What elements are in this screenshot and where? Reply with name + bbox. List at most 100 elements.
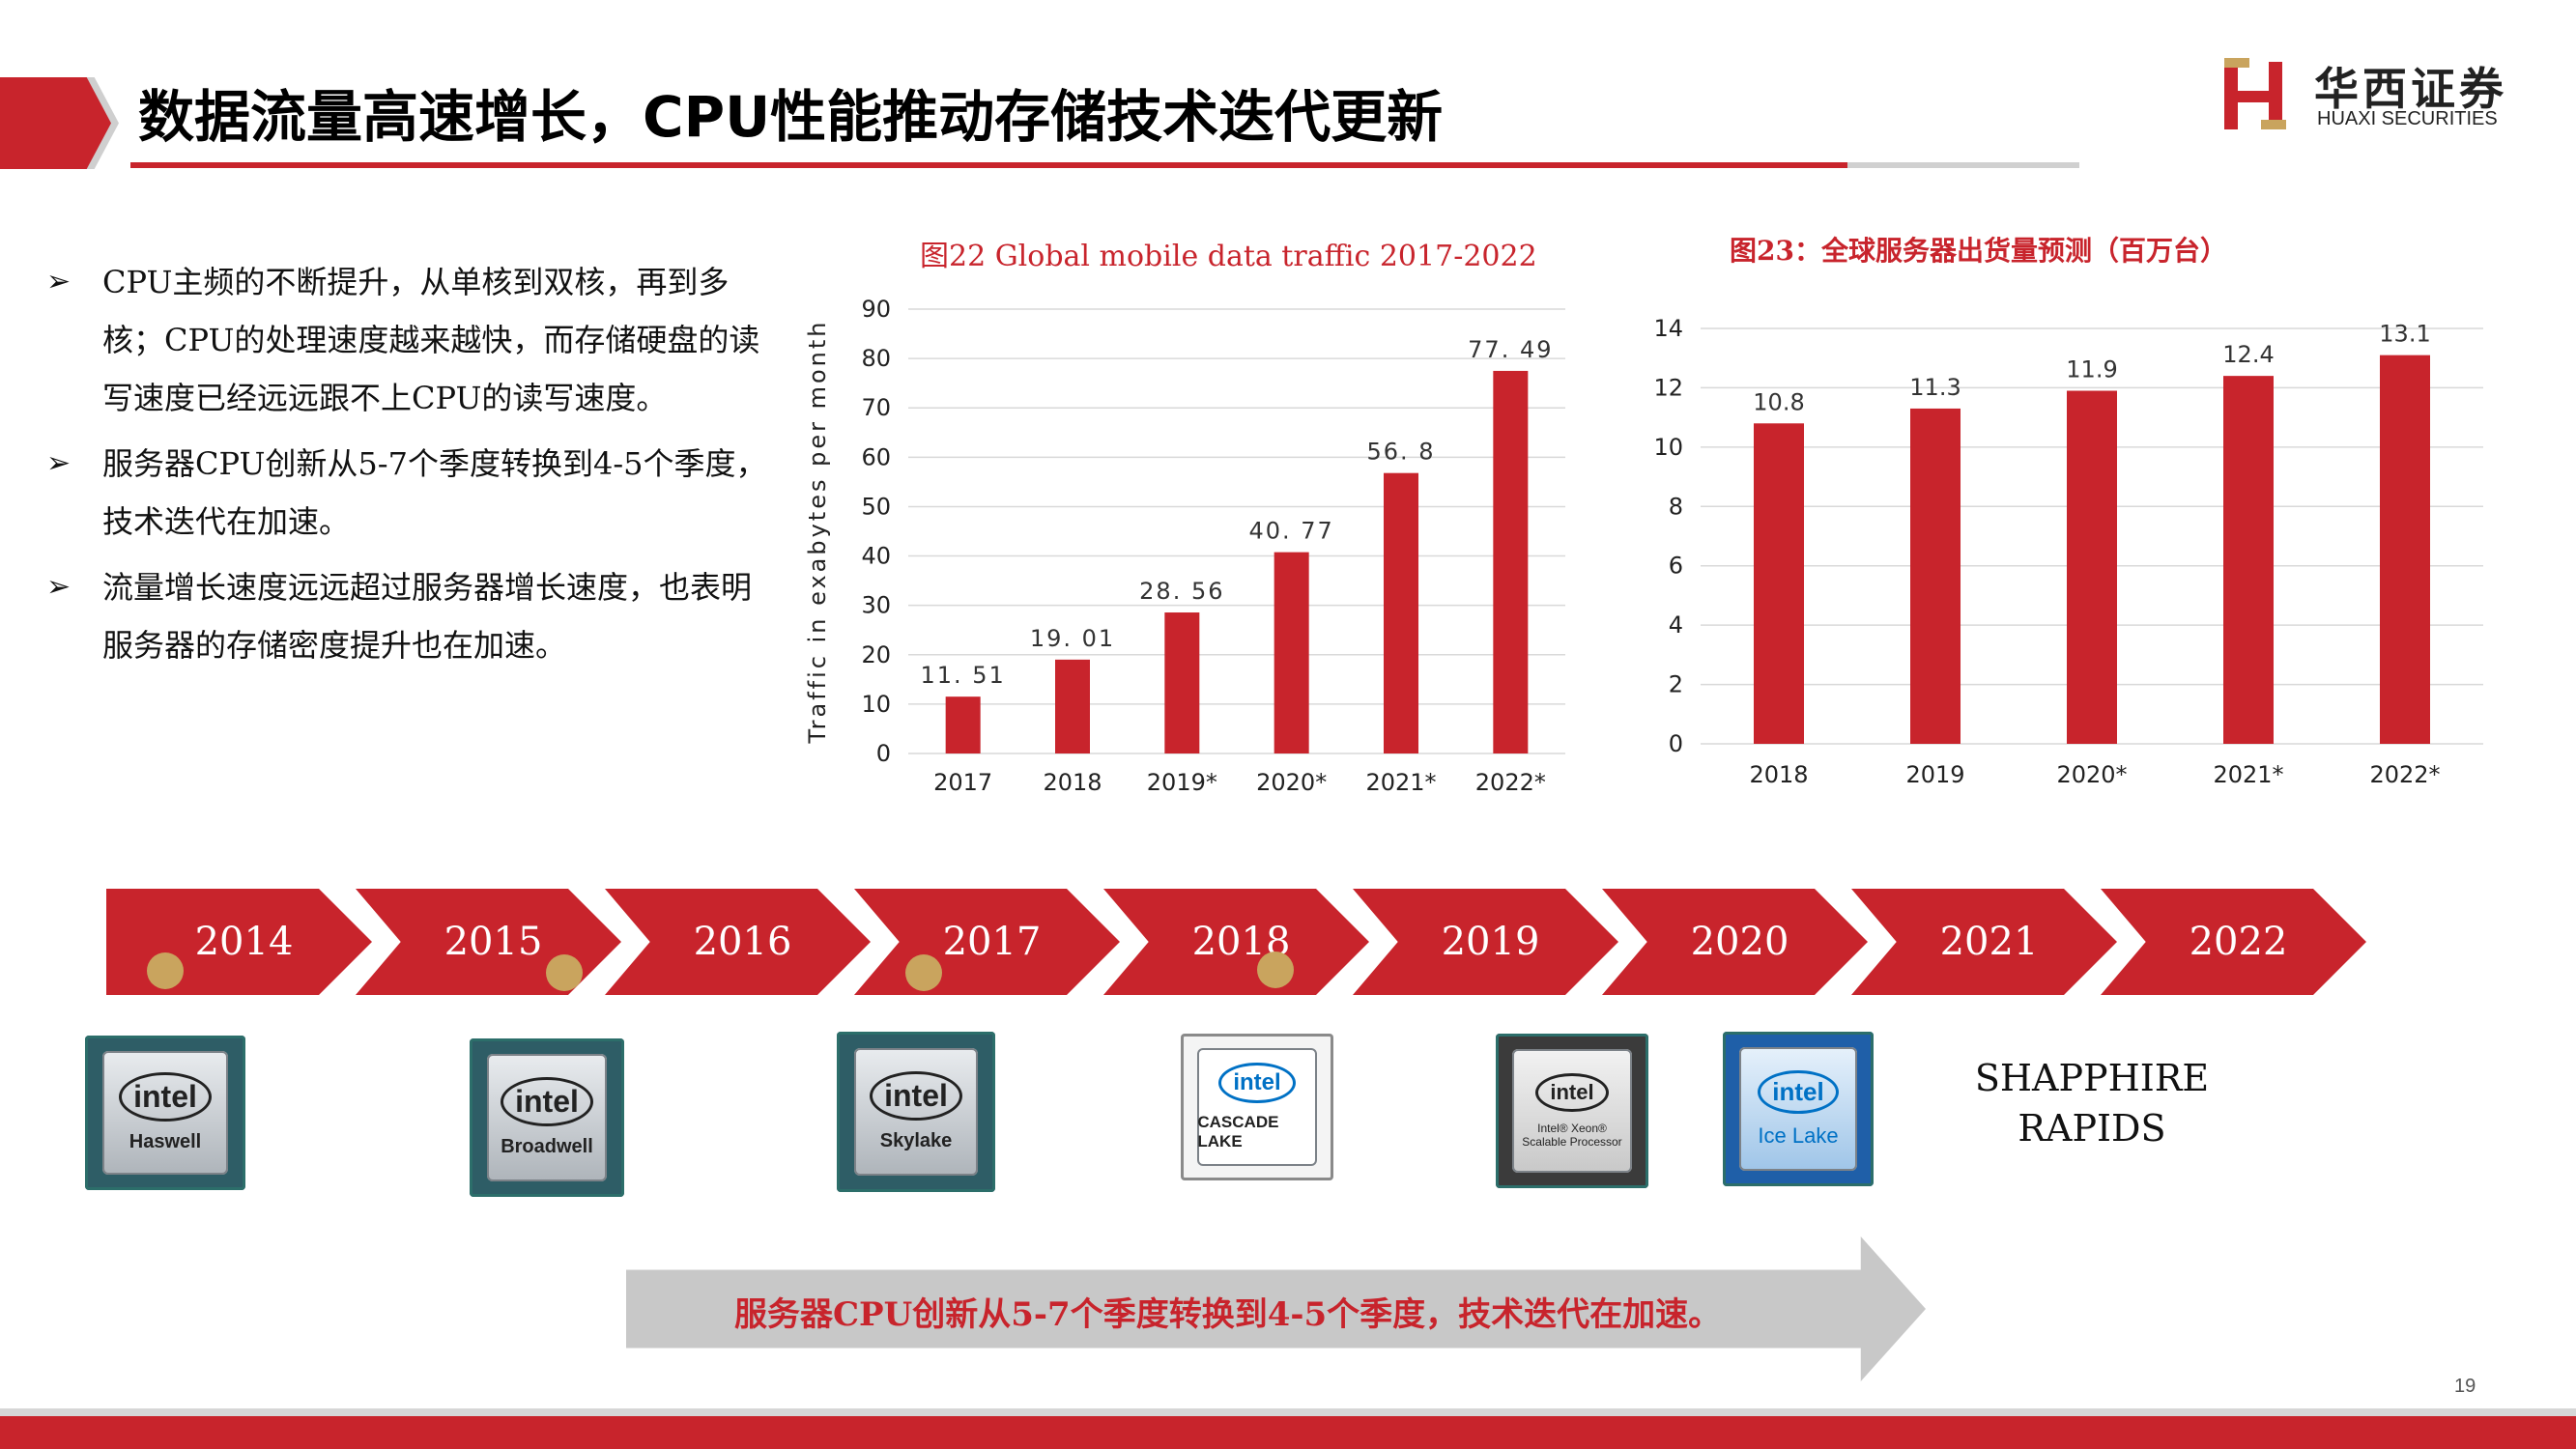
- chart-mobile-traffic: 0 10 20 30 40 50 60 70 80 90 11. 51 2017 19. 01 2018 2…: [804, 296, 1565, 796]
- data-label: 77. 49: [1468, 336, 1553, 363]
- data-label: 11. 51: [920, 662, 1005, 689]
- logo-chinese-name: 华西证券: [2314, 63, 2507, 115]
- bottom-banner-text: 服务器CPU创新从5-7个季度转换到4-5个季度，技术迭代在加速。: [734, 1295, 1722, 1334]
- chip-name: Broadwell: [501, 1136, 593, 1157]
- page-number: 19: [2454, 1376, 2476, 1397]
- x-tick-label: 2018: [1749, 761, 1808, 788]
- bullet-item: ➢ CPU主频的不断提升，从单核到双核，再到多核；CPU的处理速度越来越快，而存…: [46, 253, 781, 427]
- bullet-text: CPU主频的不断提升，从单核到双核，再到多核；CPU的处理速度越来越快，而存储硬…: [102, 264, 760, 416]
- chart-server-title: 图23：全球服务器出货量预测（百万台）: [1730, 235, 2227, 267]
- chip-skylake: intel Skylake: [837, 1032, 995, 1192]
- data-label: 56. 8: [1366, 439, 1435, 466]
- chip-cascade-lake: intel CASCADE LAKE: [1181, 1034, 1333, 1180]
- x-tick-label: 2020*: [1256, 769, 1327, 796]
- x-tick-label: 2021*: [1365, 769, 1436, 796]
- y-tick-label: 6: [1669, 553, 1683, 580]
- x-tick-label: 2019: [1905, 761, 1964, 788]
- y-tick-label: 40: [861, 543, 891, 570]
- data-label: 11.3: [1909, 374, 1961, 401]
- intel-logo-icon: intel: [1218, 1063, 1296, 1103]
- page-title: 数据流量高速增长，CPU性能推动存储技术迭代更新: [138, 84, 1444, 150]
- y-tick-label: 80: [861, 345, 891, 372]
- timeline-marker-dot: [546, 954, 583, 991]
- bar: [1055, 659, 1090, 753]
- data-label: 28. 56: [1139, 578, 1224, 605]
- timeline-year-label: 2015: [444, 920, 543, 964]
- chip-name: Ice Lake: [1758, 1122, 1839, 1148]
- chip-haswell: intel Haswell: [85, 1036, 245, 1190]
- bar: [2380, 355, 2430, 744]
- intel-logo-icon: intel: [1535, 1073, 1609, 1112]
- timeline-year-label: 2019: [1441, 920, 1540, 964]
- data-label: 13.1: [2379, 321, 2430, 348]
- x-tick-label: 2021*: [2213, 761, 2283, 788]
- timeline-year-2018: 2018: [1103, 889, 1369, 995]
- y-tick-label: 90: [861, 296, 891, 323]
- data-label: 19. 01: [1030, 625, 1115, 652]
- intel-logo-icon: intel: [501, 1077, 593, 1126]
- timeline-year-2014: 2014: [106, 889, 372, 995]
- bullet-item: ➢ 服务器CPU创新从5-7个季度转换到4-5个季度，技术迭代在加速。: [46, 435, 781, 551]
- title-underline-gray: [1847, 162, 2079, 168]
- timeline-year-label: 2022: [2189, 920, 2288, 964]
- bar: [2067, 390, 2117, 744]
- bullet-arrow-icon: ➢: [46, 265, 72, 298]
- bullet-text: 服务器CPU创新从5-7个季度转换到4-5个季度，技术迭代在加速。: [102, 445, 767, 540]
- timeline-marker-dot: [905, 954, 942, 991]
- timeline-year-label: 2017: [942, 920, 1042, 964]
- sapphire-rapids-label: SHAPPHIRE RAPIDS: [1974, 1057, 2210, 1150]
- y-tick-label: 2: [1669, 671, 1683, 698]
- bar: [1274, 552, 1309, 753]
- chip-ice-lake: intel Ice Lake: [1723, 1032, 1874, 1186]
- y-tick-label: 12: [1653, 374, 1683, 401]
- timeline-year-2019: 2019: [1353, 889, 1618, 995]
- intel-logo-icon: intel: [870, 1070, 962, 1121]
- y-tick-label: 60: [861, 443, 891, 470]
- chart-server-shipments: 0 2 4 6 8 10 12 14 10.8 2018 11.3 2019 11.9 2020* 12.4…: [1653, 315, 2483, 788]
- bullet-text: 流量增长速度远远超过服务器增长速度，也表明服务器的存储密度提升也在加速。: [102, 569, 753, 664]
- y-tick-label: 4: [1669, 611, 1683, 639]
- bar: [2223, 376, 2274, 744]
- data-label: 10.8: [1753, 388, 1804, 415]
- footer-gray-stripe: [0, 1408, 2576, 1416]
- x-tick-label: 2019*: [1147, 769, 1217, 796]
- data-label: 11.9: [2066, 356, 2117, 384]
- y-tick-label: 10: [861, 691, 891, 718]
- timeline-year-2017: 2017: [854, 889, 1120, 995]
- timeline-year-label: 2016: [693, 920, 792, 964]
- y-tick-label: 70: [861, 394, 891, 421]
- timeline-year-2022: 2022: [2101, 889, 2366, 995]
- title-underline-red: [130, 162, 1847, 168]
- title-accent-chevron: [0, 77, 111, 169]
- intel-logo-icon: intel: [1758, 1069, 1839, 1114]
- timeline-marker-dot: [1257, 952, 1294, 988]
- y-tick-label: 30: [861, 592, 891, 619]
- logo-english-name: HUAXI SECURITIES: [2317, 108, 2498, 129]
- chip-broadwell: intel Broadwell: [470, 1038, 624, 1197]
- timeline-year-2016: 2016: [605, 889, 871, 995]
- timeline-year-2020: 2020: [1602, 889, 1868, 995]
- x-tick-label: 2022*: [2369, 761, 2440, 788]
- timeline-year-2021: 2021: [1851, 889, 2117, 995]
- intel-logo-icon: intel: [119, 1072, 212, 1122]
- y-tick-label: 50: [861, 493, 891, 520]
- x-tick-label: 2017: [933, 769, 992, 796]
- data-label: 12.4: [2222, 341, 2274, 368]
- huaxi-logo-icon: [2224, 58, 2286, 129]
- bar: [1384, 472, 1418, 753]
- chip-name: Haswell: [129, 1131, 202, 1152]
- y-tick-label: 10: [1653, 434, 1683, 461]
- bar: [945, 696, 981, 753]
- x-tick-label: 2020*: [2056, 761, 2127, 788]
- timeline-year-label: 2020: [1690, 920, 1789, 964]
- y-tick-label: 0: [876, 740, 891, 767]
- bullet-item: ➢ 流量增长速度远远超过服务器增长速度，也表明服务器的存储密度提升也在加速。: [46, 558, 781, 674]
- data-label: 40. 77: [1248, 518, 1333, 545]
- x-tick-label: 2022*: [1475, 769, 1546, 796]
- chip-name: Skylake: [879, 1129, 953, 1151]
- timeline-year-label: 2014: [194, 920, 294, 964]
- bar: [1493, 370, 1529, 753]
- footer-red-band: [0, 1416, 2576, 1449]
- y-tick-label: 0: [1669, 730, 1683, 757]
- timeline-marker-dot: [147, 952, 184, 989]
